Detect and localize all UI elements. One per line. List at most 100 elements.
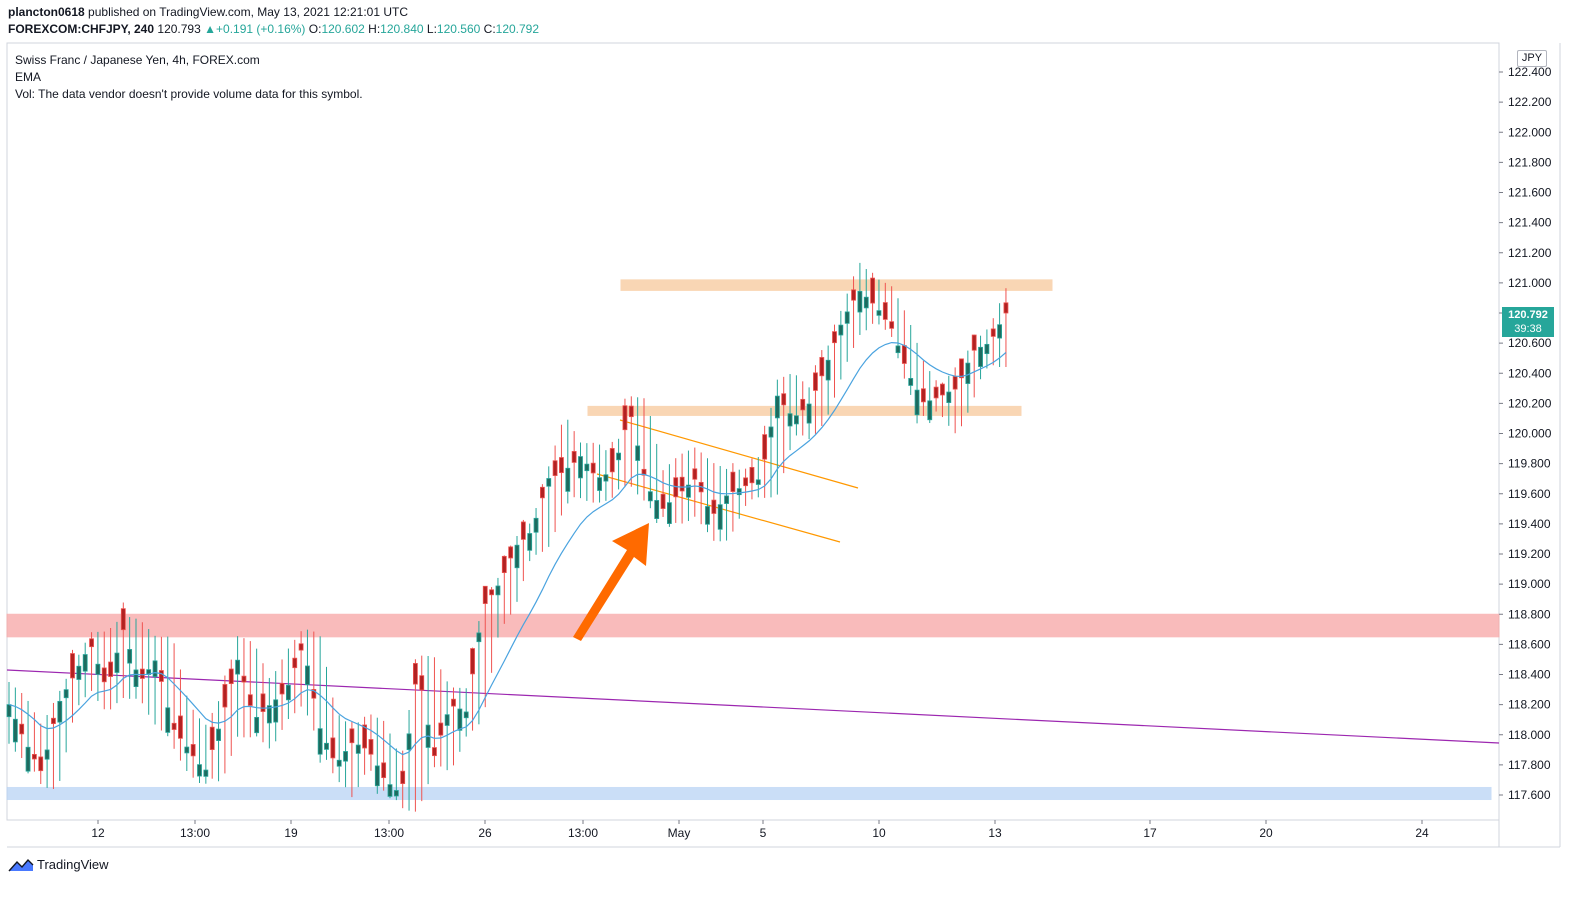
candle-body bbox=[489, 589, 495, 596]
candle-body bbox=[305, 665, 310, 686]
candle-body bbox=[19, 723, 25, 735]
candle-body bbox=[432, 747, 437, 757]
candle-body bbox=[1003, 302, 1009, 314]
candle-body bbox=[482, 585, 488, 604]
price-tick-label: 119.800 bbox=[1508, 457, 1551, 471]
footer-brand[interactable]: TradingView bbox=[8, 857, 109, 872]
candle-body bbox=[273, 699, 279, 723]
candle-body bbox=[330, 737, 336, 759]
zone-support-red bbox=[6, 613, 1500, 638]
candle-body bbox=[381, 762, 387, 779]
candle-body bbox=[247, 694, 253, 706]
candle-body bbox=[895, 345, 901, 354]
candle-body bbox=[387, 784, 393, 797]
candle-body bbox=[158, 670, 164, 682]
candle-body bbox=[870, 277, 875, 304]
price-tick-label: 117.600 bbox=[1508, 788, 1551, 802]
candle-body bbox=[628, 405, 634, 418]
candle-body bbox=[451, 698, 456, 707]
candle-body bbox=[514, 544, 520, 569]
candle-body bbox=[457, 708, 463, 731]
candle-body bbox=[44, 749, 50, 760]
candle-body bbox=[317, 728, 323, 755]
chart-legend: Swiss Franc / Japanese Yen, 4h, FOREX.co… bbox=[15, 52, 363, 103]
last-price: 120.793 bbox=[157, 22, 201, 36]
price-tick-label: 121.800 bbox=[1508, 155, 1552, 169]
candle-body bbox=[717, 504, 723, 530]
candle-body bbox=[889, 321, 895, 329]
candle-body bbox=[25, 746, 31, 772]
close-label: C: bbox=[483, 22, 496, 36]
candle-body bbox=[260, 693, 266, 712]
candle-body bbox=[438, 722, 444, 736]
candle-body bbox=[679, 476, 685, 492]
candle-body bbox=[921, 388, 926, 403]
candle-body bbox=[343, 751, 348, 762]
candle-body bbox=[705, 506, 710, 525]
candle-body bbox=[813, 372, 818, 391]
candle-body bbox=[355, 744, 361, 754]
currency-box[interactable]: JPY bbox=[1517, 50, 1547, 67]
price-tick-label: 119.200 bbox=[1508, 547, 1551, 561]
time-tick-label: 26 bbox=[478, 826, 492, 840]
author-name[interactable]: plancton0618 bbox=[8, 5, 85, 19]
candle-body bbox=[800, 398, 806, 411]
close-value: 120.792 bbox=[495, 22, 540, 36]
candle-body bbox=[266, 705, 272, 724]
candle-body bbox=[95, 663, 101, 675]
candle-body bbox=[101, 667, 107, 683]
time-tick-label: 10 bbox=[872, 826, 886, 840]
candle-body bbox=[844, 311, 850, 324]
price-tick-label: 122.000 bbox=[1508, 125, 1552, 139]
last-price-tag: 120.792 39:38 bbox=[1502, 307, 1554, 337]
candle-body bbox=[362, 724, 368, 749]
candle-body bbox=[406, 733, 412, 751]
candle-body bbox=[647, 491, 653, 502]
candle-body bbox=[57, 700, 63, 723]
price-tick-label: 118.000 bbox=[1508, 728, 1551, 742]
time-tick-label: 13:00 bbox=[374, 826, 404, 840]
candle-body bbox=[178, 715, 183, 739]
candle-body bbox=[292, 657, 298, 669]
candle-body bbox=[463, 711, 469, 719]
price-tick-label: 122.200 bbox=[1508, 95, 1552, 109]
price-tick-label: 119.000 bbox=[1508, 577, 1551, 591]
last-price-tag-value: 120.792 bbox=[1508, 309, 1548, 321]
candle-body bbox=[933, 386, 939, 399]
channel-upper-line bbox=[619, 419, 859, 489]
candle-body bbox=[222, 684, 228, 708]
time-tick-label: 20 bbox=[1259, 826, 1273, 840]
price-tick-label: 121.200 bbox=[1508, 246, 1552, 260]
price-tick-label: 122.400 bbox=[1508, 65, 1552, 79]
candle-body bbox=[641, 468, 647, 476]
candle-body bbox=[660, 493, 666, 509]
candle-body bbox=[876, 310, 882, 316]
candle-body bbox=[730, 471, 736, 492]
time-tick-label: 5 bbox=[760, 826, 767, 840]
time-tick-label: 12 bbox=[91, 826, 105, 840]
price-tick-label: 118.200 bbox=[1508, 698, 1551, 712]
candle-body bbox=[279, 682, 285, 695]
publish-info: plancton0618 published on TradingView.co… bbox=[8, 5, 408, 19]
candle-body bbox=[711, 499, 717, 514]
candle-body bbox=[444, 714, 450, 726]
candle-body bbox=[584, 463, 590, 472]
candle-body bbox=[794, 415, 799, 425]
candle-body bbox=[901, 345, 907, 364]
legend-ema[interactable]: EMA bbox=[15, 70, 42, 84]
tradingview-logo-icon bbox=[8, 858, 34, 871]
candle-body bbox=[82, 654, 88, 672]
candle-body bbox=[108, 661, 113, 677]
time-tick-label: 13:00 bbox=[180, 826, 210, 840]
candle-body bbox=[70, 653, 75, 679]
symbol-ohlc-line: FOREXCOM:CHFJPY, 240 120.793 ▲+0.191 (+0… bbox=[8, 22, 539, 36]
candle-body bbox=[419, 675, 425, 691]
candle-body bbox=[952, 375, 958, 390]
time-tick-label: 24 bbox=[1415, 826, 1429, 840]
candle-body bbox=[667, 502, 672, 524]
candle-body bbox=[686, 484, 691, 498]
candle-body bbox=[32, 754, 37, 760]
candle-body bbox=[984, 343, 990, 355]
candle-body bbox=[209, 726, 215, 750]
